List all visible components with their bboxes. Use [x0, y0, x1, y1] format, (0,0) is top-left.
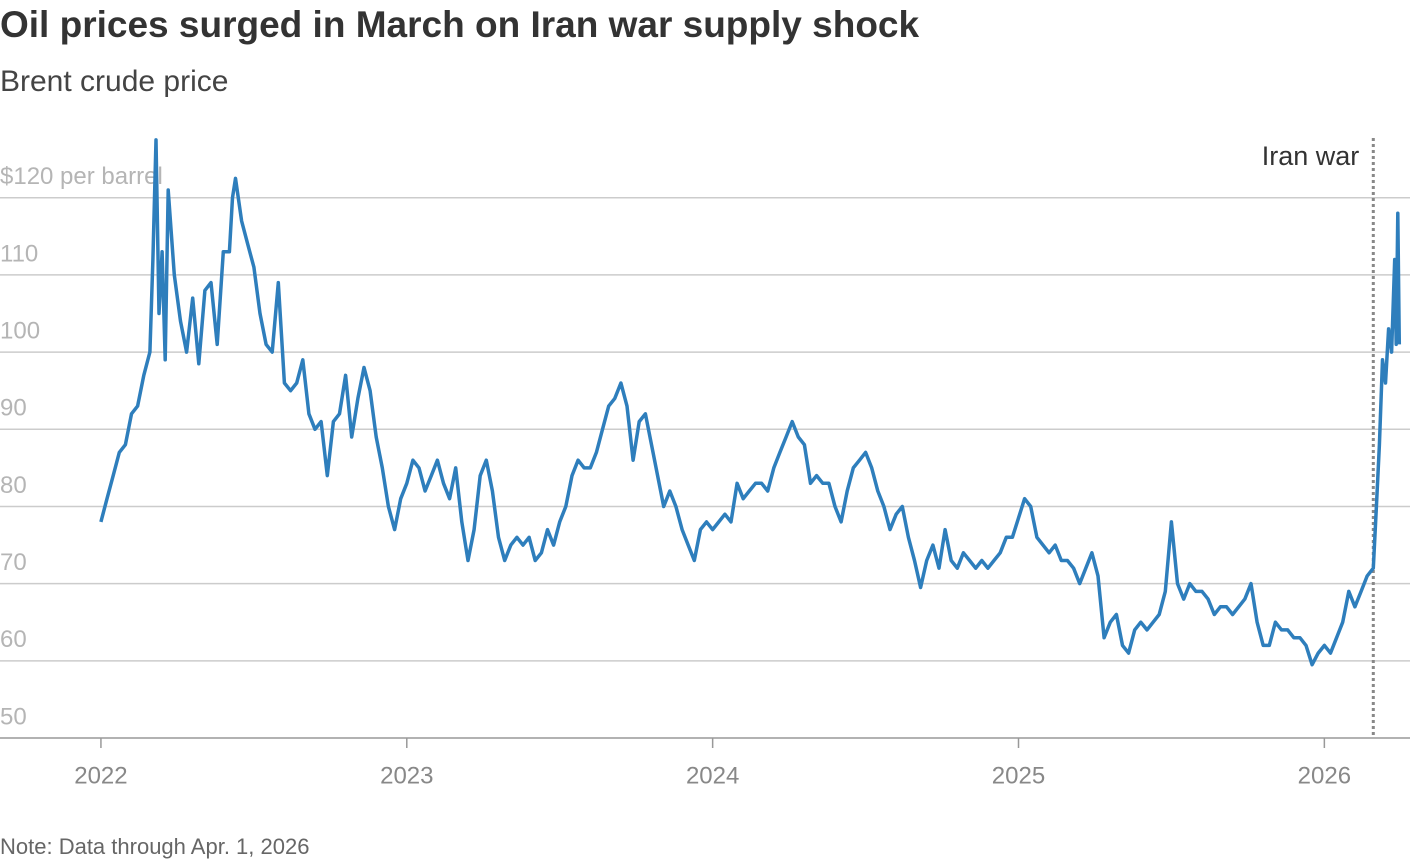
- x-tick-label: 2025: [992, 762, 1045, 789]
- y-tick-label: 50: [0, 703, 27, 730]
- y-tick-label: 110: [0, 240, 38, 267]
- y-tick-label: 60: [0, 626, 27, 653]
- x-tick-label: 2022: [74, 762, 127, 789]
- y-tick-label: 90: [0, 395, 27, 422]
- chart-subtitle: Brent crude price: [0, 65, 228, 98]
- annotation-label: Iran war: [1262, 141, 1360, 171]
- chart-title: Oil prices surged in March on Iran war s…: [0, 4, 919, 45]
- y-tick-label: $120 per barrel: [0, 163, 163, 190]
- y-tick-label: 100: [0, 317, 40, 344]
- x-tick-label: 2026: [1298, 762, 1351, 789]
- chart-note: Note: Data through Apr. 1, 2026: [0, 834, 309, 859]
- price-line: [99, 138, 1402, 667]
- y-tick-label: 80: [0, 472, 27, 499]
- x-tick-label: 2024: [686, 762, 739, 789]
- x-tick-label: 2023: [380, 762, 433, 789]
- y-tick-label: 70: [0, 549, 27, 576]
